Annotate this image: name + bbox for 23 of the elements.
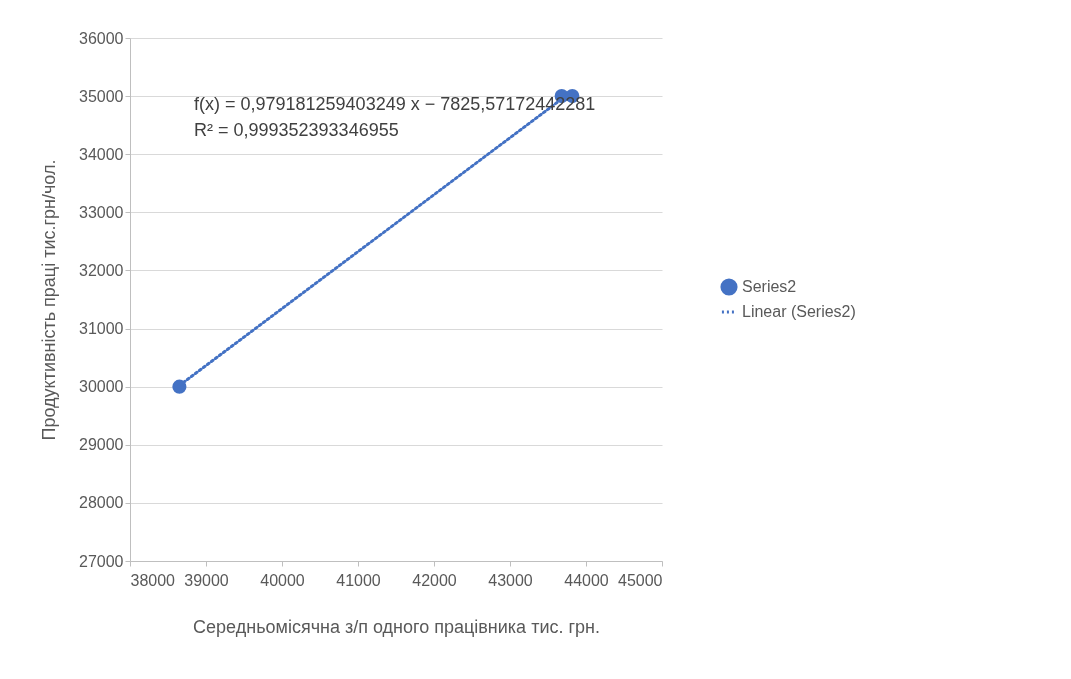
x-tick-label: 43000: [488, 571, 533, 589]
legend-label: Linear (Series2): [742, 303, 856, 320]
y-tick-label: 30000: [79, 378, 124, 396]
annotation: R² = 0,999352393346955: [194, 120, 399, 140]
y-tick-label: 27000: [79, 552, 124, 570]
x-tick-label: 45000: [618, 571, 663, 589]
x-tick-label: 39000: [184, 571, 229, 589]
x-axis-title: Середньомісячна з/п одного працівника тис. грн.: [193, 616, 600, 637]
x-tick-label: 41000: [336, 571, 381, 589]
x-tick-label: 44000: [564, 571, 609, 589]
legend-label: Series2: [742, 278, 797, 295]
y-tick-label: 29000: [79, 436, 124, 454]
y-tick-label: 32000: [79, 261, 124, 279]
y-tick-label: 35000: [79, 87, 124, 105]
y-tick-label: 28000: [79, 494, 124, 512]
y-tick-label: 33000: [79, 203, 124, 221]
y-tick-label: 31000: [79, 320, 124, 338]
y-tick-label: 36000: [79, 29, 124, 47]
y-axis-title: Продуктивність праці тис.грн/чол.: [39, 159, 60, 441]
x-tick-label: 38000: [130, 571, 176, 589]
x-tick-label: 42000: [412, 571, 457, 589]
y-tick-label: 34000: [79, 145, 124, 163]
x-tick-label: 40000: [260, 571, 305, 589]
